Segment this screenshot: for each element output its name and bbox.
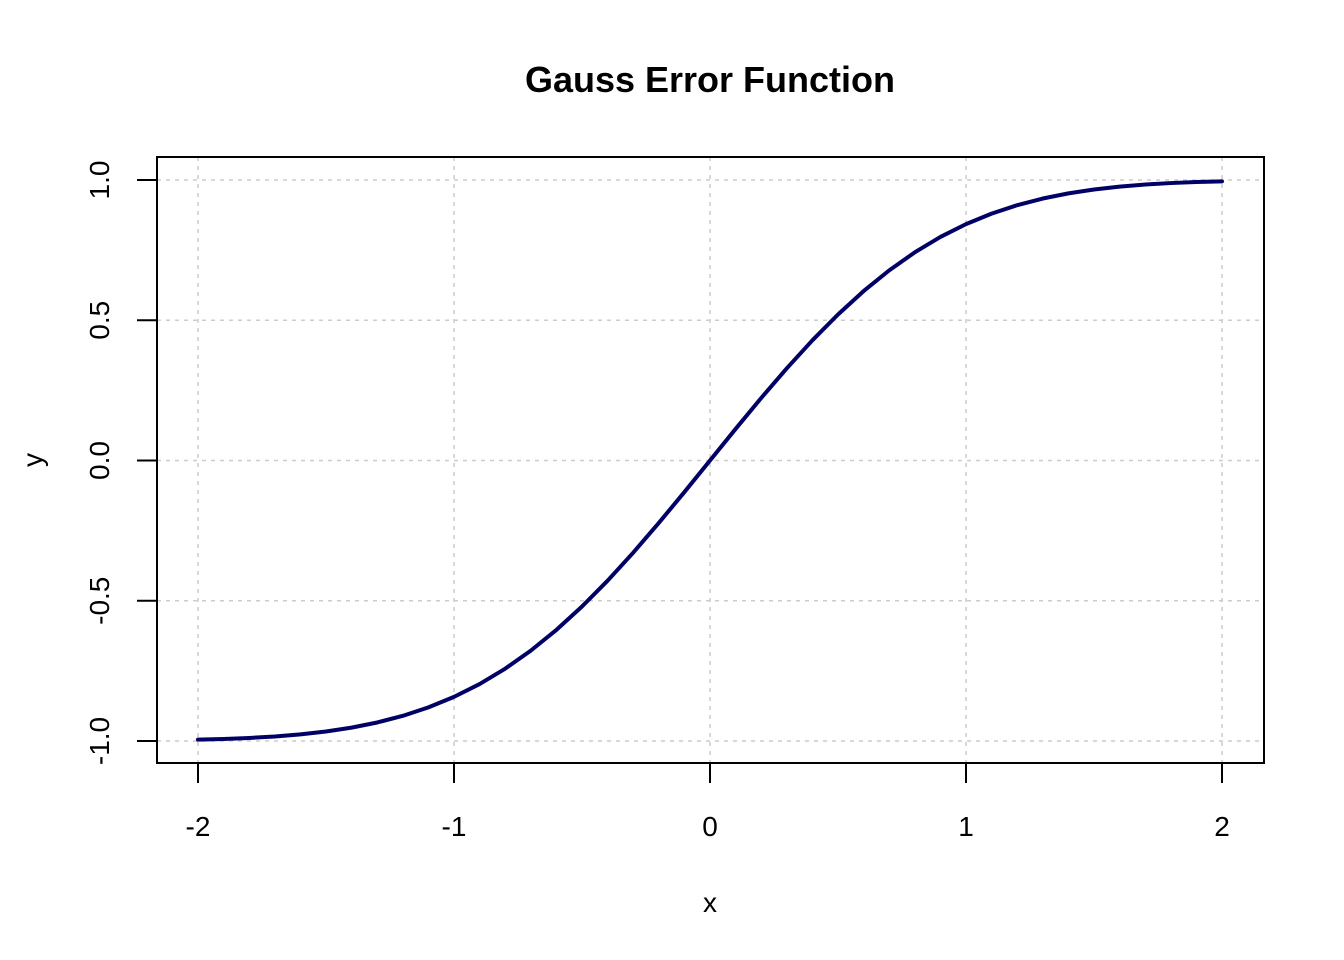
x-tick-label-4: 2 [1214,811,1230,842]
y-tick-label-1: -0.5 [84,577,115,625]
y-tick-label-3: 0.5 [84,301,115,340]
grid [157,157,1264,763]
y-tick-label-2: 0.0 [84,441,115,480]
x-axis: -2 -1 0 1 2 [186,762,1230,842]
y-axis: -1.0 -0.5 0.0 0.5 1.0 [84,161,158,765]
chart-title: Gauss Error Function [525,59,895,100]
y-tick-label-0: -1.0 [84,717,115,765]
x-tick-label-1: -1 [442,811,467,842]
y-axis-label: y [17,453,48,467]
x-axis-label: x [703,887,717,918]
series-line-0 [196,179,1224,742]
series-group [196,179,1224,742]
x-tick-label-0: -2 [186,811,211,842]
y-tick-label-4: 1.0 [84,161,115,200]
x-tick-label-2: 0 [702,811,718,842]
x-tick-label-3: 1 [958,811,974,842]
